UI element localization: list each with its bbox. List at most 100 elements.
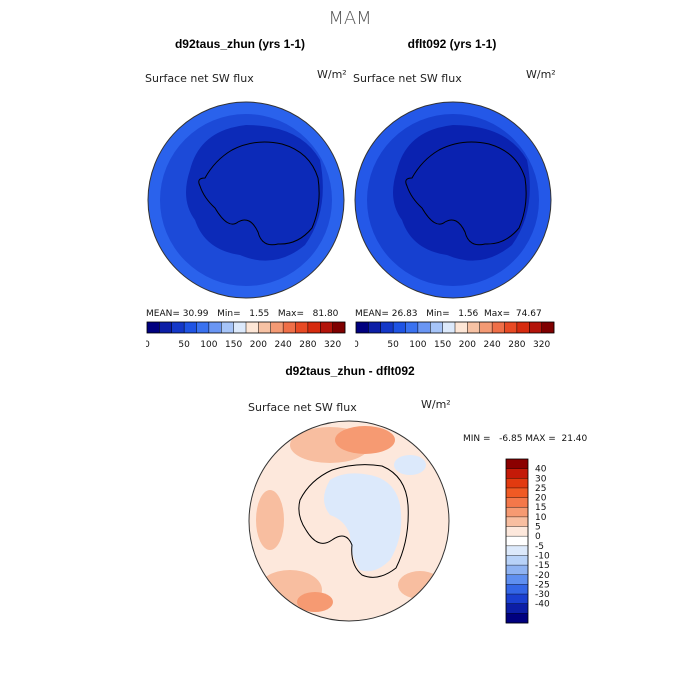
left-units: W/m²: [317, 68, 347, 81]
left-colorbar-tick-label: 320: [324, 340, 341, 349]
left-min-label: Min=: [217, 309, 241, 319]
left-colorbar-swatch: [171, 322, 185, 333]
diff-colorbar-swatch: [506, 603, 528, 614]
right-map-border: [354, 101, 552, 299]
left-colorbar-tick-label: 100: [200, 340, 217, 349]
left-mean-label: MEAN=: [146, 309, 180, 319]
diff-colorbar-swatch: [506, 584, 528, 595]
right-colorbar-swatch: [467, 322, 481, 333]
diff-minmax: MIN = -6.85 MAX = 21.40: [463, 434, 588, 444]
left-colorbar-swatch: [208, 322, 222, 333]
right-colorbar-swatch: [492, 322, 505, 333]
right-colorbar-tick-label: 240: [484, 340, 501, 349]
right-colorbar-swatch: [529, 322, 542, 333]
left-max-label: Max=: [277, 309, 305, 319]
left-colorbar: 0 50 100 150 200 240 280 320: [146, 321, 346, 349]
right-colorbar-tick-label: 200: [459, 340, 476, 349]
left-colorbar-swatch: [283, 322, 296, 333]
right-colorbar-tick-label: 280: [508, 340, 525, 349]
diff-colorbar-tick-label: 30: [535, 474, 547, 484]
right-antarctica-outline: [405, 141, 527, 246]
right-colorbar-swatch: [380, 322, 394, 333]
left-colorbar-tick-label: 200: [250, 340, 267, 349]
diff-antarctica-outline: [298, 464, 409, 578]
diff-colorbar-tick-label: -5: [535, 542, 544, 552]
diff-colorbar-tick-label: -10: [535, 551, 550, 561]
diff-colorbar-tick-label: -40: [535, 600, 550, 610]
left-colorbar-swatch: [332, 322, 346, 333]
right-colorbar-swatch: [455, 322, 468, 333]
diff-colorbar-swatch: [506, 497, 528, 508]
right-min-label: Min=: [426, 309, 450, 319]
diff-colorbar-swatch: [506, 468, 528, 479]
diff-colorbar-swatch: [506, 574, 528, 585]
right-colorbar-swatch: [504, 322, 518, 333]
right-colorbar-swatch: [430, 322, 443, 333]
left-colorbar-tick-label: 280: [299, 340, 316, 349]
diff-colorbar-tick-label: 15: [535, 503, 546, 513]
right-min-value: 1.56: [458, 309, 479, 319]
left-min-value: 1.55: [249, 309, 270, 319]
diff-colorbar-swatch: [506, 545, 528, 556]
diff-colorbar-swatch: [506, 478, 528, 489]
left-colorbar-swatch: [196, 322, 210, 333]
left-colorbar-swatch: [258, 322, 272, 333]
left-stats: MEAN= 30.99 Min= 1.55 Max= 81.80: [146, 309, 338, 319]
diff-colorbar-swatch: [506, 487, 528, 498]
left-antarctica-outline: [198, 141, 320, 246]
right-colorbar-tick-label: 50: [387, 340, 399, 349]
right-mean-label: MEAN=: [355, 309, 389, 319]
right-colorbar-swatch: [442, 322, 456, 333]
left-map-border: [147, 101, 345, 299]
left-colorbar-tick-label: 150: [225, 340, 242, 349]
diff-map-border: [248, 420, 450, 622]
right-map: [355, 102, 551, 298]
right-colorbar: 0 50 100 150 200 240 280 320: [355, 321, 555, 349]
right-max-value: 74.67: [515, 309, 542, 319]
left-colorbar-swatch: [221, 322, 234, 333]
right-colorbar-tick-label: 100: [409, 340, 426, 349]
left-colorbar-swatch: [320, 322, 333, 333]
right-colorbar-tick-label: 0: [355, 340, 359, 349]
diff-field-label: Surface net SW flux: [248, 401, 357, 414]
right-colorbar-tick-label: 150: [434, 340, 451, 349]
right-colorbar-swatch: [516, 322, 530, 333]
diff-colorbar-tick-label: 20: [535, 494, 547, 504]
left-colorbar-swatch: [184, 322, 197, 333]
diff-colorbar-swatch: [506, 516, 528, 527]
diff-colorbar-swatch: [506, 594, 528, 605]
right-colorbar-swatch: [368, 322, 382, 333]
right-field-label: Surface net SW flux: [353, 72, 462, 85]
right-mean-value: 26.83: [391, 309, 418, 319]
left-colorbar-swatch: [295, 322, 309, 333]
diff-colorbar-swatch: [506, 555, 528, 566]
left-colorbar-swatch: [159, 322, 173, 333]
left-mean-value: 30.99: [182, 309, 209, 319]
diff-colorbar-tick-label: -20: [535, 571, 550, 581]
left-colorbar-tick-label: 240: [275, 340, 292, 349]
diff-colorbar-tick-label: -15: [535, 561, 550, 571]
right-panel-title: dflt092 (yrs 1-1): [407, 37, 497, 51]
diff-colorbar-swatch: [506, 507, 528, 518]
left-colorbar-swatch: [233, 322, 247, 333]
left-colorbar-swatch: [307, 322, 321, 333]
right-colorbar-swatch: [356, 322, 369, 333]
right-colorbar-tick-label: 320: [533, 340, 550, 349]
diff-map: [249, 421, 449, 621]
diff-colorbar-swatch: [506, 526, 528, 537]
diff-panel-title: d92taus_zhun - dflt092: [285, 364, 415, 378]
right-stats: MEAN= 26.83 Min= 1.56 Max= 74.67: [355, 309, 542, 319]
diff-colorbar-tick-label: -30: [535, 590, 550, 600]
diff-colorbar-tick-label: 40: [535, 465, 547, 475]
diff-colorbar-swatch: [506, 536, 528, 547]
left-max-value: 81.80: [312, 309, 339, 319]
left-colorbar-tick-label: 50: [178, 340, 190, 349]
diff-colorbar-tick-label: 0: [535, 532, 541, 542]
diff-colorbar-tick-label: 5: [535, 523, 541, 533]
diff-colorbar-tick-label: -25: [535, 580, 550, 590]
right-units: W/m²: [526, 68, 556, 81]
right-colorbar-swatch: [479, 322, 493, 333]
left-panel-title: d92taus_zhun (yrs 1-1): [174, 37, 306, 51]
